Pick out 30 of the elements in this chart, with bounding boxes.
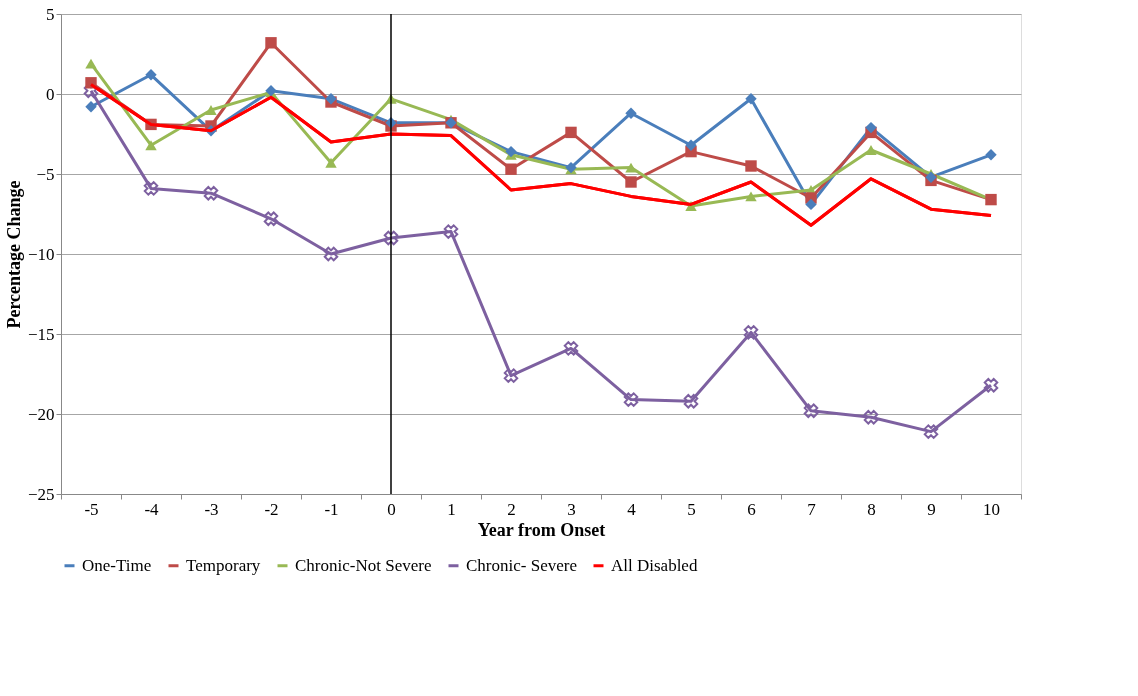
legend-label: Chronic- Severe: [466, 555, 577, 575]
x-tick-label: 3: [567, 499, 576, 519]
x-tick-label: 10: [983, 499, 1000, 519]
x-tick-label: 9: [927, 499, 936, 519]
y-tick-label: −15: [27, 324, 55, 344]
x-axis-title: Year from Onset: [477, 519, 606, 540]
x-tick-label: 0: [387, 499, 396, 519]
legend-label: Chronic-Not Severe: [295, 555, 432, 575]
legend-label: All Disabled: [611, 555, 698, 575]
y-tick-label: −20: [27, 404, 55, 424]
y-tick-label: 0: [46, 84, 55, 104]
y-tick-label: −5: [36, 164, 55, 184]
x-tick-label: 1: [447, 499, 456, 519]
x-tick-label: 6: [747, 499, 756, 519]
x-tick-label: -3: [204, 499, 219, 519]
y-tick-label: 5: [46, 4, 55, 24]
x-tick-label: 4: [627, 499, 637, 519]
x-tick-label: 7: [807, 499, 817, 519]
x-tick-label: 5: [687, 499, 696, 519]
x-tick-label: -2: [264, 499, 279, 519]
y-tick-label: −10: [27, 244, 55, 264]
y-tick-label: −25: [27, 484, 55, 504]
x-tick-label: 8: [867, 499, 876, 519]
x-tick-label: 2: [507, 499, 516, 519]
x-tick-label: -1: [324, 499, 339, 519]
x-tick-label: -4: [144, 499, 160, 519]
y-axis-title: Percentage Change: [3, 180, 24, 329]
x-tick-label: -5: [84, 499, 99, 519]
legend-label: Temporary: [186, 555, 261, 575]
legend-label: One-Time: [82, 555, 152, 575]
